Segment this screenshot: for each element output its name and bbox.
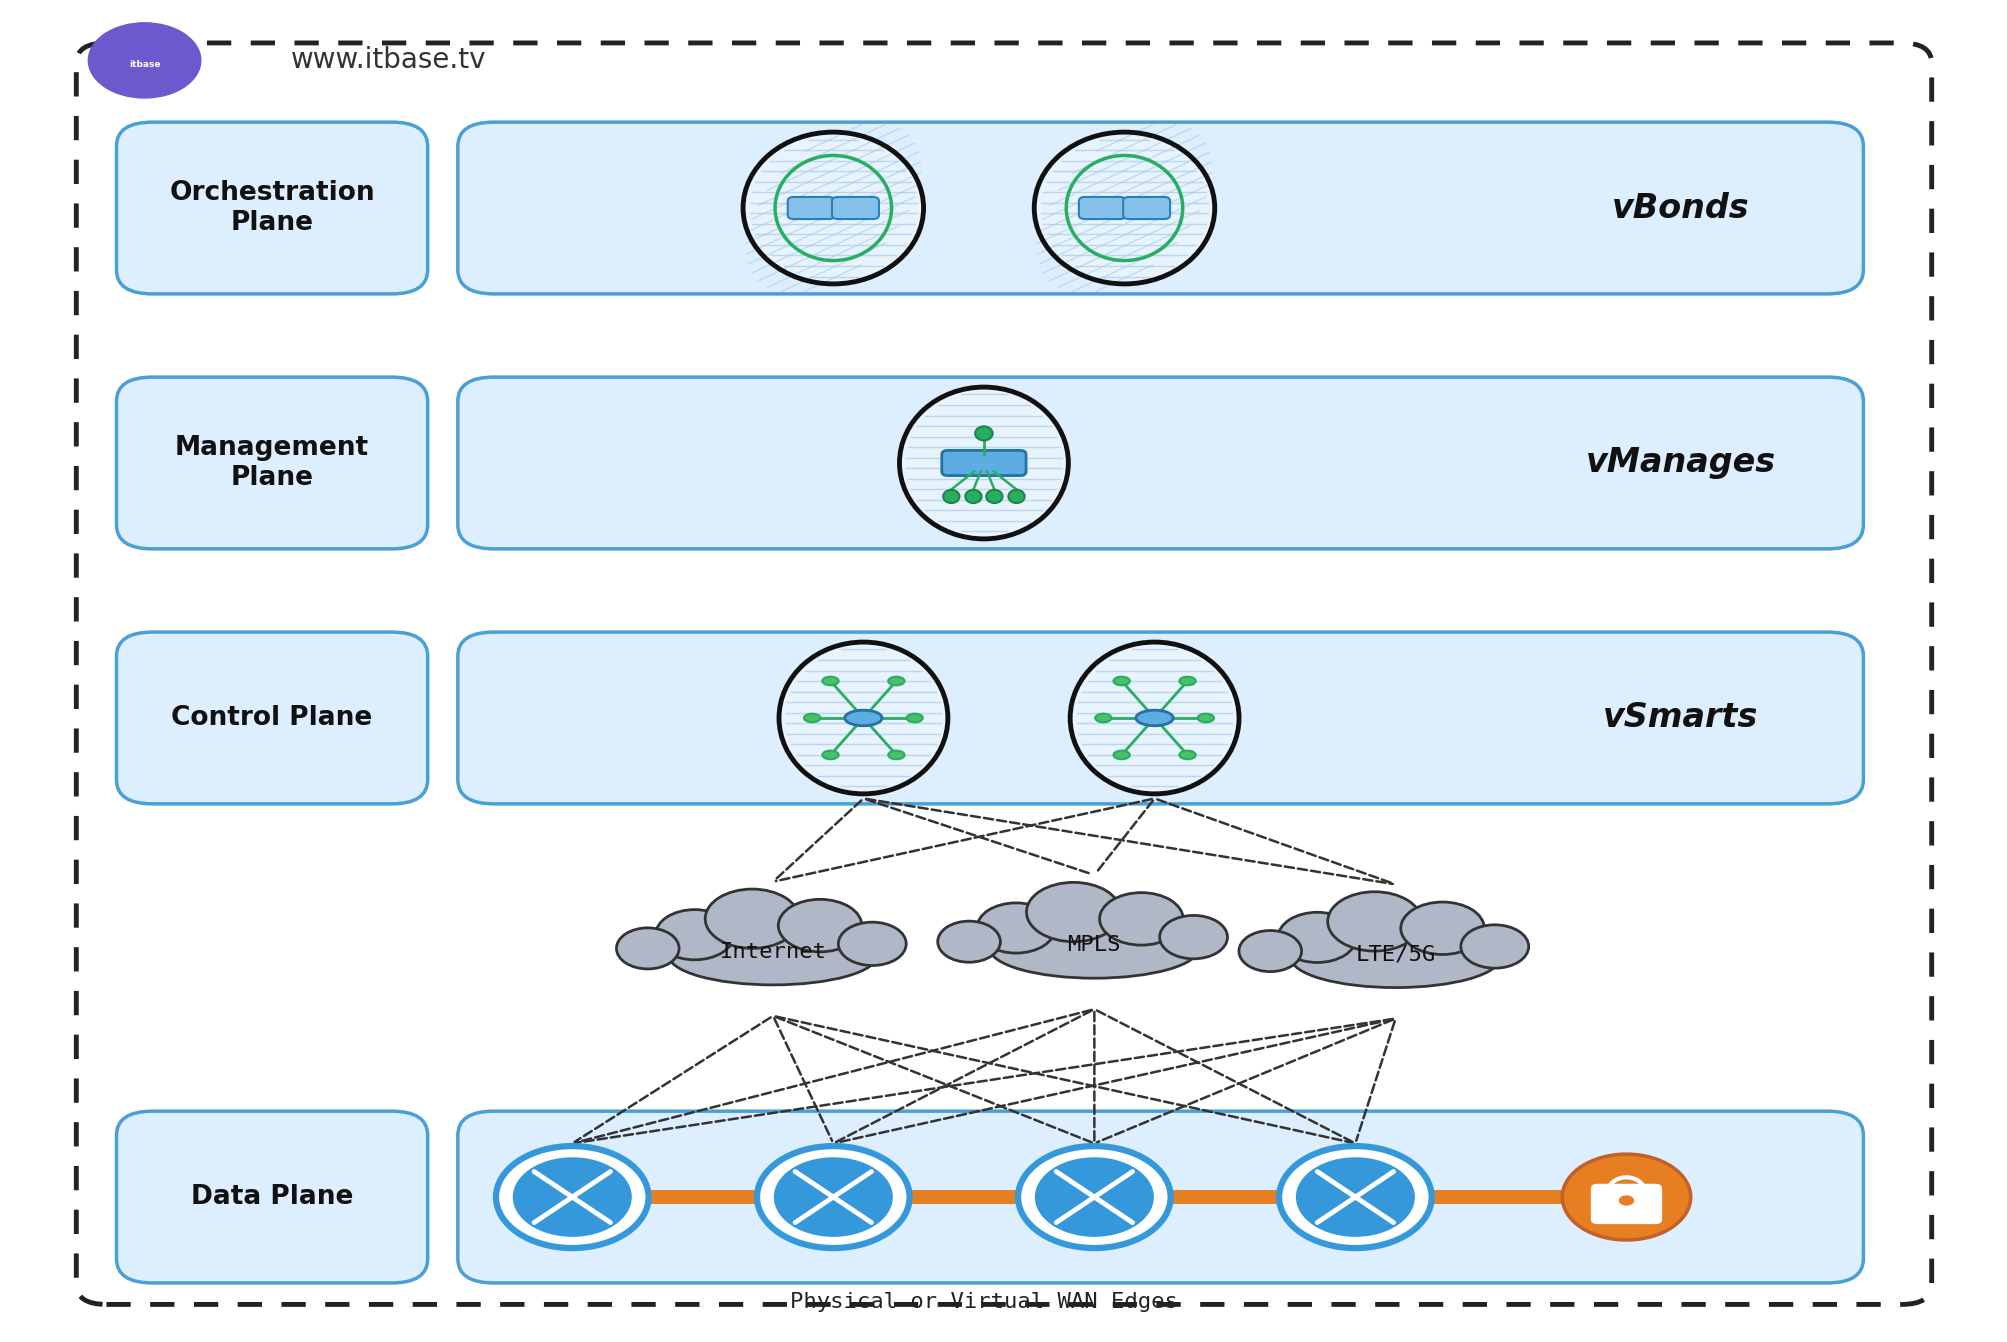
Ellipse shape	[985, 490, 1001, 503]
Ellipse shape	[1178, 676, 1194, 686]
Ellipse shape	[1291, 929, 1499, 988]
Ellipse shape	[837, 922, 905, 965]
FancyBboxPatch shape	[458, 122, 1862, 294]
Ellipse shape	[704, 888, 799, 949]
FancyBboxPatch shape	[1122, 197, 1170, 219]
Circle shape	[757, 1146, 909, 1248]
Ellipse shape	[668, 926, 877, 985]
Text: Internet: Internet	[719, 942, 827, 962]
Text: Physical or Virtual WAN Edges: Physical or Virtual WAN Edges	[789, 1292, 1178, 1311]
Ellipse shape	[845, 710, 881, 726]
Ellipse shape	[1070, 641, 1238, 794]
Ellipse shape	[779, 641, 947, 794]
Ellipse shape	[905, 714, 923, 722]
Ellipse shape	[1196, 714, 1214, 722]
Ellipse shape	[1114, 750, 1130, 760]
Ellipse shape	[656, 910, 735, 960]
Circle shape	[1018, 1146, 1170, 1248]
FancyBboxPatch shape	[458, 1111, 1862, 1283]
Circle shape	[1034, 1157, 1154, 1237]
Text: Data Plane: Data Plane	[191, 1184, 353, 1210]
Ellipse shape	[965, 490, 981, 503]
Ellipse shape	[899, 386, 1068, 539]
Ellipse shape	[975, 427, 991, 440]
FancyBboxPatch shape	[1592, 1185, 1660, 1224]
Ellipse shape	[743, 132, 923, 285]
Text: Control Plane: Control Plane	[171, 705, 373, 731]
Ellipse shape	[989, 919, 1198, 978]
Circle shape	[1561, 1154, 1690, 1240]
Text: LTE/5G: LTE/5G	[1355, 945, 1435, 965]
Circle shape	[88, 23, 201, 98]
Ellipse shape	[1178, 750, 1194, 760]
Circle shape	[1295, 1157, 1415, 1237]
FancyBboxPatch shape	[831, 197, 879, 219]
Circle shape	[512, 1157, 632, 1237]
Text: vManages: vManages	[1586, 447, 1774, 479]
Ellipse shape	[943, 490, 959, 503]
Ellipse shape	[616, 927, 678, 969]
Ellipse shape	[1238, 930, 1301, 972]
Circle shape	[496, 1146, 648, 1248]
Ellipse shape	[1276, 913, 1355, 962]
Ellipse shape	[1401, 902, 1483, 954]
FancyBboxPatch shape	[116, 122, 427, 294]
Ellipse shape	[937, 921, 999, 962]
Ellipse shape	[1160, 915, 1226, 958]
FancyBboxPatch shape	[458, 632, 1862, 804]
Ellipse shape	[1461, 925, 1527, 968]
Ellipse shape	[1026, 883, 1120, 942]
Ellipse shape	[1136, 710, 1172, 726]
Circle shape	[773, 1157, 893, 1237]
Ellipse shape	[823, 676, 839, 686]
FancyBboxPatch shape	[116, 632, 427, 804]
FancyBboxPatch shape	[76, 43, 1931, 1304]
Ellipse shape	[1114, 676, 1130, 686]
Ellipse shape	[1034, 132, 1214, 285]
Text: vSmarts: vSmarts	[1602, 702, 1758, 734]
FancyBboxPatch shape	[116, 1111, 427, 1283]
FancyBboxPatch shape	[458, 377, 1862, 549]
FancyBboxPatch shape	[787, 197, 835, 219]
Circle shape	[1618, 1196, 1634, 1205]
Ellipse shape	[1327, 891, 1421, 951]
FancyBboxPatch shape	[1078, 197, 1126, 219]
Text: MPLS: MPLS	[1068, 935, 1120, 956]
Ellipse shape	[887, 676, 903, 686]
Text: itbase: itbase	[128, 60, 161, 68]
FancyBboxPatch shape	[116, 377, 427, 549]
Ellipse shape	[779, 899, 861, 951]
Text: Orchestration
Plane: Orchestration Plane	[169, 180, 375, 236]
Ellipse shape	[1094, 714, 1112, 722]
Ellipse shape	[803, 714, 821, 722]
Circle shape	[1278, 1146, 1431, 1248]
Ellipse shape	[887, 750, 903, 760]
Text: Management
Plane: Management Plane	[175, 435, 369, 491]
Text: www.itbase.tv: www.itbase.tv	[291, 47, 486, 74]
Ellipse shape	[1008, 490, 1024, 503]
FancyBboxPatch shape	[941, 451, 1026, 475]
Ellipse shape	[1100, 892, 1182, 945]
Ellipse shape	[975, 903, 1056, 953]
Ellipse shape	[823, 750, 839, 760]
Text: vBonds: vBonds	[1612, 192, 1748, 224]
